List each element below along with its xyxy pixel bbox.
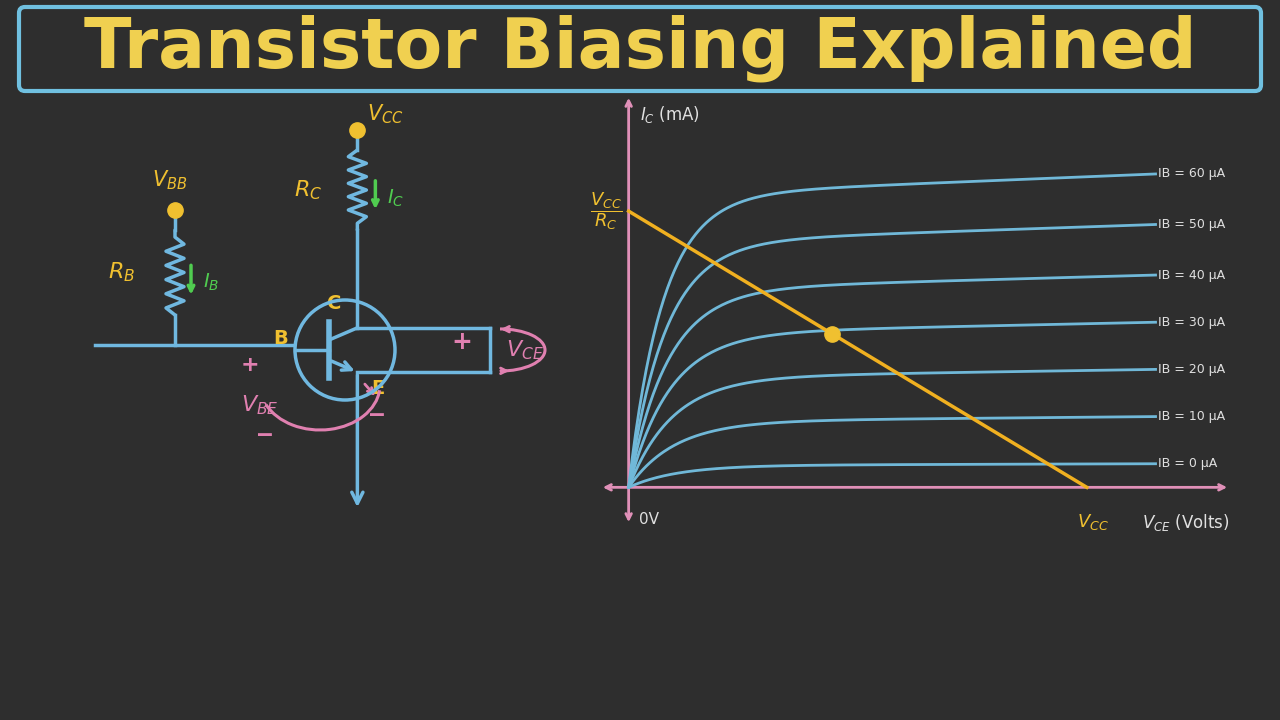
Text: Transistor Biasing Explained: Transistor Biasing Explained xyxy=(83,14,1197,82)
Text: $V_{BE}$: $V_{BE}$ xyxy=(241,393,279,417)
Text: E: E xyxy=(371,379,384,397)
Text: $I_C$ (mA): $I_C$ (mA) xyxy=(640,104,700,125)
Text: $V_{CC}$: $V_{CC}$ xyxy=(1076,513,1108,533)
Text: IB = 40 μA: IB = 40 μA xyxy=(1158,269,1225,282)
Text: IB = 60 μA: IB = 60 μA xyxy=(1158,168,1225,181)
Text: $V_{CE}$ (Volts): $V_{CE}$ (Volts) xyxy=(1143,513,1230,534)
Text: _: _ xyxy=(370,388,384,416)
Text: +: + xyxy=(241,355,260,375)
Text: _: _ xyxy=(259,408,271,436)
Text: $V_{BB}$: $V_{BB}$ xyxy=(152,168,188,192)
Text: IB = 20 μA: IB = 20 μA xyxy=(1158,363,1225,376)
Text: $\dfrac{V_{CC}}{R_C}$: $\dfrac{V_{CC}}{R_C}$ xyxy=(590,190,623,232)
Text: $I_B$: $I_B$ xyxy=(204,272,219,293)
Text: C: C xyxy=(326,294,342,313)
Text: IB = 10 μA: IB = 10 μA xyxy=(1158,410,1225,423)
Text: B: B xyxy=(274,328,288,348)
Text: $V_{CC}$: $V_{CC}$ xyxy=(367,102,404,126)
FancyBboxPatch shape xyxy=(19,7,1261,91)
Text: $I_C$: $I_C$ xyxy=(388,187,404,209)
Text: IB = 0 μA: IB = 0 μA xyxy=(1158,457,1217,470)
Text: IB = 50 μA: IB = 50 μA xyxy=(1158,218,1226,231)
Text: +: + xyxy=(452,330,472,354)
Text: $V_{CE}$: $V_{CE}$ xyxy=(506,338,544,361)
Text: $R_B$: $R_B$ xyxy=(108,261,134,284)
Text: IB = 30 μA: IB = 30 μA xyxy=(1158,316,1225,329)
Text: $R_C$: $R_C$ xyxy=(294,179,323,202)
Text: 0V: 0V xyxy=(639,513,659,528)
